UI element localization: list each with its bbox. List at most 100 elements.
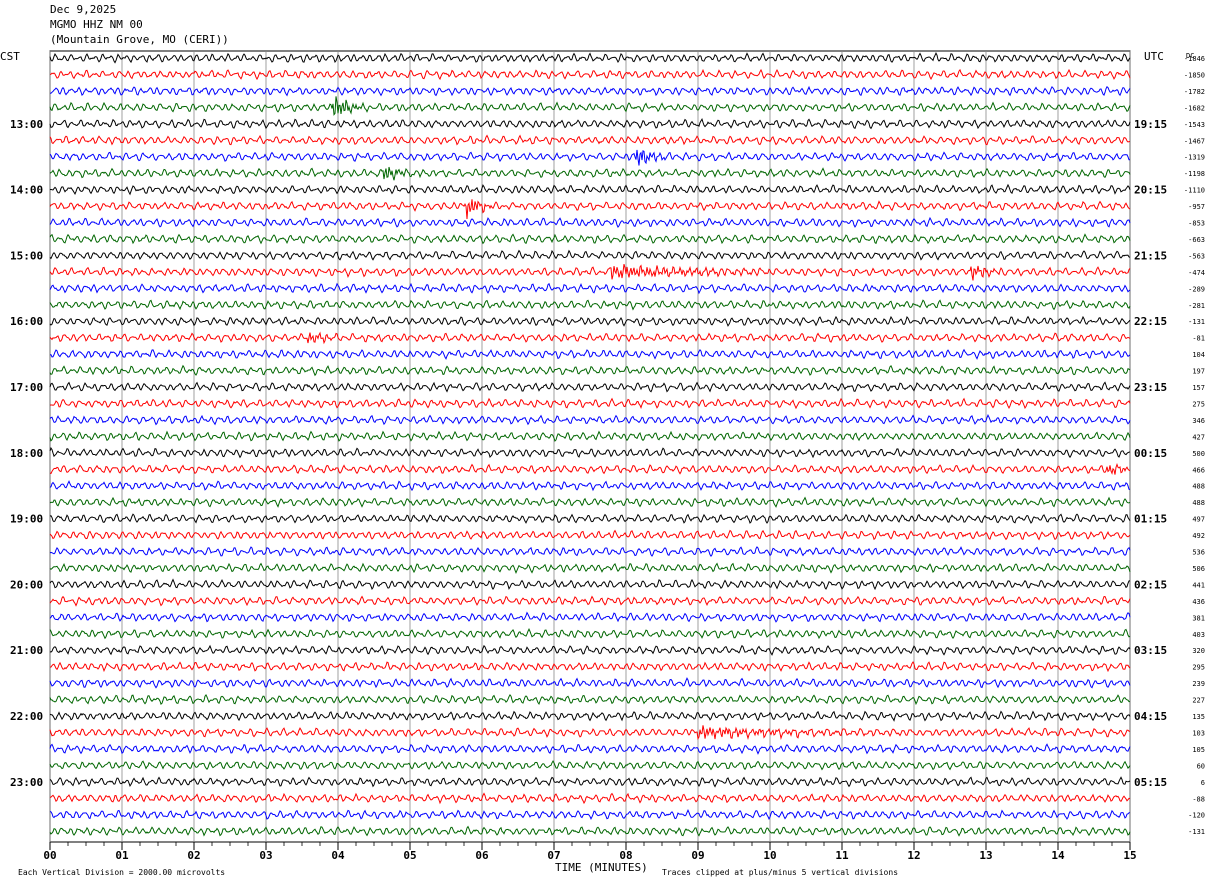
x-tick-label: 00 <box>43 849 56 862</box>
x-tick-label: 07 <box>547 849 560 862</box>
seismic-trace <box>49 513 1131 524</box>
seismic-trace <box>49 96 1131 116</box>
seismic-trace <box>49 315 1131 327</box>
dc-offset-label: 427 <box>1192 433 1205 441</box>
seismic-trace <box>49 299 1131 311</box>
seismic-trace <box>49 661 1131 673</box>
seismic-trace <box>49 776 1131 788</box>
seismic-trace <box>49 183 1131 196</box>
dc-offset-label: 275 <box>1192 400 1205 408</box>
x-tick-label: 08 <box>619 849 632 862</box>
x-tick-label: 12 <box>907 849 920 862</box>
cst-label: CST <box>0 50 20 63</box>
dc-offset-label: -88 <box>1192 795 1205 803</box>
x-tick-label: 06 <box>475 849 489 862</box>
seismic-trace <box>49 233 1131 245</box>
seismic-trace <box>49 282 1131 295</box>
x-tick-label: 13 <box>979 849 992 862</box>
cst-hour-label: 23:00 <box>10 776 43 789</box>
dc-offset-label: -1319 <box>1184 154 1205 162</box>
dc-offset-label: 436 <box>1192 598 1205 606</box>
seismic-trace <box>49 364 1131 377</box>
utc-hour-label: 20:15 <box>1134 184 1167 197</box>
seismic-trace <box>49 562 1131 574</box>
dc-offset-label: 103 <box>1192 729 1205 737</box>
dc-offset-label: 488 <box>1192 499 1205 507</box>
cst-hour-label: 15:00 <box>10 249 43 262</box>
dc-offset-label: -1543 <box>1184 121 1205 129</box>
utc-hour-label: 02:15 <box>1134 578 1167 591</box>
cst-hour-label: 18:00 <box>10 447 43 460</box>
seismic-trace <box>49 529 1131 541</box>
seismic-trace <box>49 611 1131 623</box>
dc-offset-label: -1467 <box>1184 137 1205 145</box>
seismic-trace <box>49 381 1131 393</box>
seismic-trace <box>49 413 1131 426</box>
station-label: MGMO HHZ NM 00 <box>50 18 143 31</box>
utc-hour-label: 22:15 <box>1134 315 1167 328</box>
dc-offset-label: -1110 <box>1184 187 1205 195</box>
seismic-trace <box>49 85 1131 97</box>
dc-offset-label: -853 <box>1188 220 1205 228</box>
seismic-trace <box>49 117 1131 130</box>
x-tick-label: 10 <box>763 849 776 862</box>
utc-hour-label: 04:15 <box>1134 710 1167 723</box>
seismic-trace <box>49 397 1131 410</box>
utc-hour-label: 03:15 <box>1134 644 1167 657</box>
seismic-trace <box>49 825 1131 837</box>
seismic-trace <box>49 331 1131 345</box>
utc-hour-label: 21:15 <box>1134 249 1167 262</box>
seismic-trace <box>49 792 1131 805</box>
seismic-trace <box>49 725 1131 741</box>
x-tick-label: 09 <box>691 849 704 862</box>
dc-offset-label: -563 <box>1188 252 1205 260</box>
utc-hour-label: 19:15 <box>1134 118 1167 131</box>
dc-offset-label: 105 <box>1192 746 1205 754</box>
dc-offset-label: 381 <box>1192 614 1205 622</box>
x-axis-title: TIME (MINUTES) <box>555 861 648 874</box>
seismic-trace <box>49 447 1131 459</box>
grid-lines <box>49 50 1131 850</box>
seismic-trace <box>49 249 1131 261</box>
x-tick-label: 04 <box>331 849 345 862</box>
dc-offset-label: -131 <box>1188 828 1205 836</box>
dc-offset-label: -281 <box>1188 302 1205 310</box>
dc-offset-label: 403 <box>1192 631 1205 639</box>
x-tick-label: 03 <box>259 849 272 862</box>
dc-offset-label: 135 <box>1192 713 1205 721</box>
dc-offset-label: -1846 <box>1184 55 1205 63</box>
dc-offset-label: -1682 <box>1184 104 1205 112</box>
dc-offset-label: 536 <box>1192 549 1205 557</box>
cst-hour-label: 22:00 <box>10 710 43 723</box>
date-label: Dec 9,2025 <box>50 3 117 16</box>
cst-hour-label: 13:00 <box>10 118 43 131</box>
dc-offset-label: -1850 <box>1184 71 1205 79</box>
dc-offset-label: 239 <box>1192 680 1205 688</box>
cst-hour-label: 20:00 <box>10 578 43 591</box>
seismic-trace <box>49 677 1131 689</box>
dc-offset-label: -289 <box>1188 285 1205 293</box>
dc-label: DC <box>1186 52 1194 60</box>
utc-hour-label: 01:15 <box>1134 513 1167 526</box>
seismic-trace <box>49 430 1131 442</box>
x-tick-label: 11 <box>835 849 849 862</box>
seismic-trace <box>49 462 1131 475</box>
dc-offset-label: 497 <box>1192 516 1205 524</box>
seismic-trace <box>49 496 1131 508</box>
utc-hour-label: 23:15 <box>1134 381 1167 394</box>
dc-offset-label: 157 <box>1192 384 1205 392</box>
dc-offset-label: 488 <box>1192 483 1205 491</box>
seismic-trace <box>49 694 1131 706</box>
seismic-trace <box>49 710 1131 722</box>
x-tick-label: 15 <box>1123 849 1136 862</box>
utc-hour-label: 05:15 <box>1134 776 1167 789</box>
seismic-trace <box>49 578 1131 591</box>
cst-hour-label: 14:00 <box>10 184 43 197</box>
seismic-trace <box>49 760 1131 771</box>
dc-offset-label: 466 <box>1192 466 1205 474</box>
seismic-trace <box>49 166 1131 181</box>
dc-offset-label: -474 <box>1188 269 1205 277</box>
location-label: (Mountain Grove, MO (CERI)) <box>50 33 229 46</box>
